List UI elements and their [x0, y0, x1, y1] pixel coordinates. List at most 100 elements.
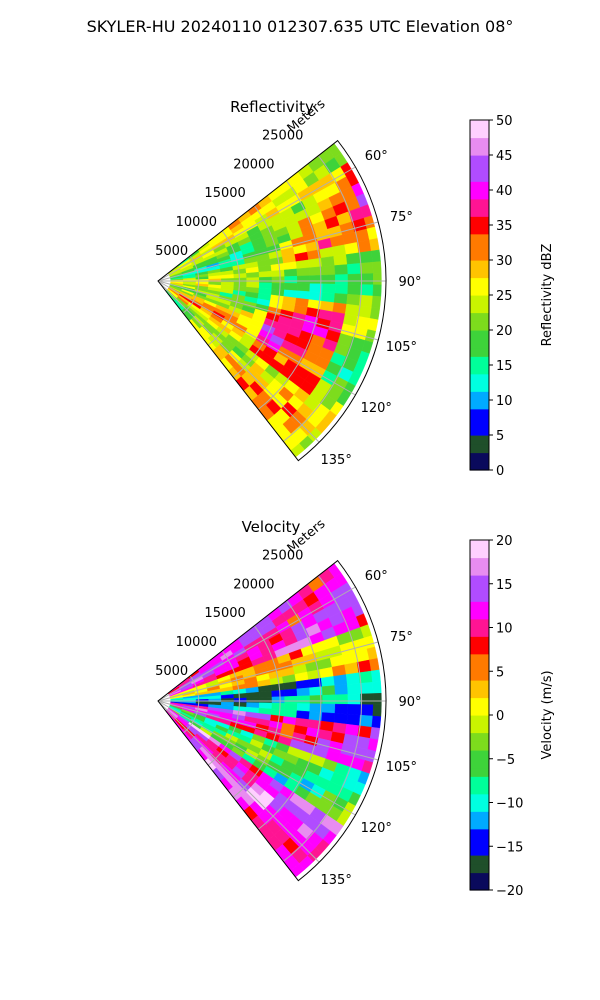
colorbar-swatch: [470, 601, 489, 611]
colorbar-swatch: [470, 653, 489, 664]
colorbar-swatch: [470, 750, 489, 760]
field-cell: [372, 261, 382, 274]
field-cell: [346, 714, 361, 726]
colorbar-swatch: [470, 198, 489, 209]
field-cell: [333, 674, 348, 686]
field-cell: [345, 672, 361, 685]
field-cell: [372, 681, 382, 694]
angular-tick-label: 120°: [361, 821, 392, 836]
field-cell: [208, 278, 222, 283]
colorbar-tick-label: 0: [496, 464, 504, 479]
field-cell: [258, 270, 273, 278]
colorbar-swatch: [470, 190, 489, 200]
colorbar-tick-label: 20: [496, 534, 513, 549]
field-cell: [283, 688, 298, 697]
colorbar-swatch: [470, 776, 489, 786]
radial-gridline: [207, 230, 240, 346]
reflectivity-title: Reflectivity: [230, 98, 314, 116]
colorbar-swatch: [470, 146, 489, 156]
colorbar-tick-label: 40: [496, 184, 513, 199]
colorbar-swatch: [470, 251, 489, 261]
colorbar-swatch: [470, 785, 489, 795]
field-cell: [335, 274, 349, 285]
radial-tick-label: 20000: [233, 577, 274, 592]
field-cell: [221, 698, 235, 703]
colorbar-swatch: [470, 715, 489, 725]
field-cell: [322, 274, 336, 285]
colorbar-tick-label: 5: [496, 429, 504, 444]
colorbar-swatch: [470, 461, 489, 471]
radial-gridline: [182, 675, 200, 734]
sector-outline: [157, 559, 387, 882]
field-cell: [369, 238, 380, 252]
colorbar-tick-label: 10: [496, 394, 513, 409]
angular-tick-label: 75°: [390, 210, 413, 225]
colorbar-swatch: [470, 557, 489, 567]
field-cell: [372, 704, 382, 717]
angular-gridline: [157, 700, 320, 863]
radial-tick-label: 10000: [176, 215, 217, 230]
field-cell: [295, 259, 310, 270]
angular-tick-label: 75°: [390, 630, 413, 645]
colorbar-swatch: [470, 286, 489, 296]
colorbar-swatch: [470, 540, 489, 550]
radial-tick-label: 15000: [204, 606, 245, 621]
angular-gridline: [157, 280, 356, 396]
colorbar-swatch: [470, 163, 489, 174]
angular-tick-label: 105°: [386, 760, 417, 775]
angular-tick-label: 90°: [398, 695, 421, 710]
colorbar-swatch: [470, 443, 489, 454]
colorbar-swatch: [470, 566, 489, 576]
colorbar-tick-label: 45: [496, 149, 513, 164]
colorbar-tick-label: 15: [496, 578, 513, 593]
field-cell: [233, 697, 247, 703]
field-cell: [321, 292, 336, 303]
field-cell: [322, 694, 336, 705]
colorbar-swatch: [470, 706, 489, 716]
field-cell: [296, 687, 311, 697]
field-cell: [284, 695, 298, 704]
colorbar-swatch: [470, 671, 489, 681]
field-cell: [233, 277, 247, 283]
colorbar-swatch: [470, 881, 489, 891]
field-cell: [371, 669, 381, 683]
colorbar-swatch: [470, 295, 489, 305]
angular-gridline: [157, 700, 379, 761]
field-cell: [271, 702, 285, 711]
radial-gridline: [207, 650, 240, 766]
field-cell: [233, 273, 247, 279]
colorbar-swatch: [470, 548, 489, 559]
colorbar-swatch: [470, 618, 489, 629]
velocity-title: Velocity: [242, 518, 301, 536]
radial-gridline: [257, 180, 322, 410]
angular-tick-label: 135°: [321, 453, 352, 468]
angular-tick-label: 60°: [365, 569, 388, 584]
colorbar-swatch: [470, 583, 489, 594]
colorbar-swatch: [470, 312, 489, 322]
colorbar-swatch: [470, 347, 489, 357]
colorbar-swatch: [470, 321, 489, 331]
field-cell: [347, 284, 361, 296]
field-cell: [297, 275, 311, 284]
angular-tick-label: 105°: [386, 340, 417, 355]
colorbar-swatch: [470, 137, 489, 147]
colorbar-label: Reflectivity dBZ: [540, 244, 555, 347]
radial-gridline: [182, 255, 200, 314]
radial-tick-label: 5000: [155, 244, 188, 259]
colorbar-swatch: [470, 741, 489, 751]
colorbar-swatch: [470, 172, 489, 182]
field-cell: [371, 715, 382, 729]
radial-gridline: [283, 575, 363, 862]
radial-tick-label: 20000: [233, 157, 274, 172]
field-cell: [296, 703, 311, 712]
reflectivity-polar-axes: 5000 10000 15000 20000 25000 60° 75° 90° 105° 120…: [155, 96, 421, 468]
field-cell: [360, 693, 374, 705]
colorbar-label: Velocity (m/s): [540, 670, 555, 759]
field-cell: [259, 276, 273, 284]
colorbar-swatch: [470, 732, 489, 742]
reflectivity-colorbar: 0 5 10 15 20 25 30 35 40 45 50 Reflectivity dBZ: [469, 114, 555, 479]
field-cell: [284, 275, 298, 284]
field-cell: [246, 277, 260, 283]
colorbar-swatch: [470, 435, 489, 445]
angular-gridline: [157, 280, 320, 443]
